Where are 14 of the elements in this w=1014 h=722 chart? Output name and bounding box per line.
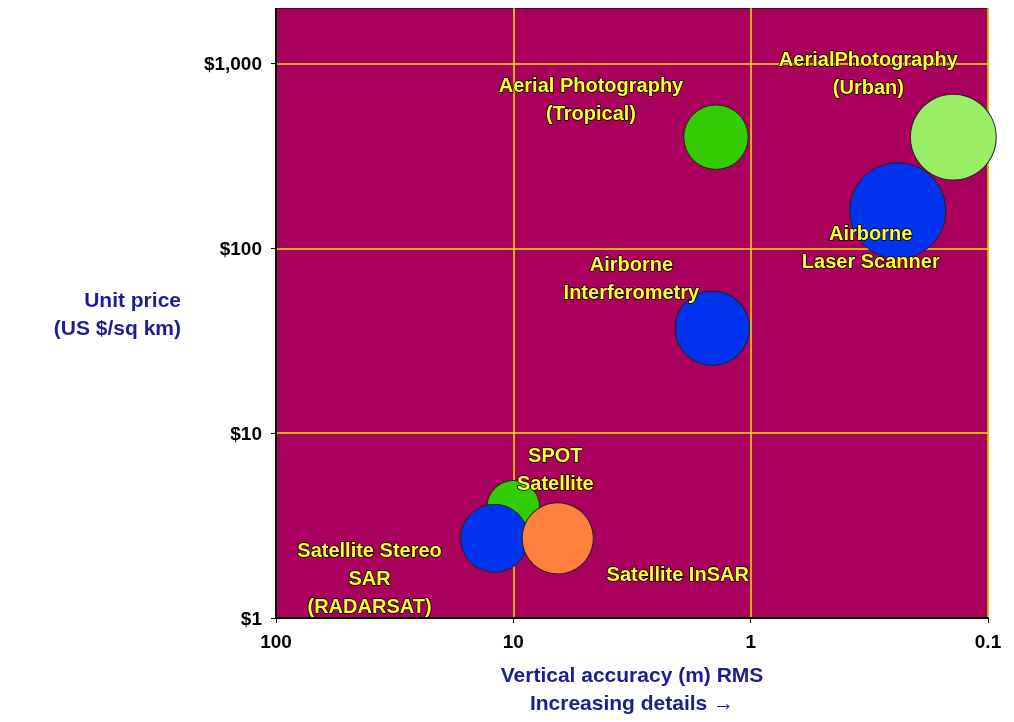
y-tick-label: $100	[219, 237, 262, 259]
y-tick-label: $1	[240, 607, 263, 629]
series-label: Satellite InSAR	[606, 563, 750, 586]
x-tick-label: 100	[260, 631, 292, 652]
x-tick-label: 10	[502, 631, 524, 652]
y-tick-label: $1,000	[203, 53, 262, 75]
x-tick-label: 0.1	[974, 631, 1002, 652]
x-tick-label: 1	[745, 631, 757, 652]
y-axis-title: Unit price (US $/sq km)	[53, 287, 181, 339]
series-label: Satellite Stereo SAR (RADARSAT)	[297, 539, 442, 618]
y-tick-label: $10	[230, 422, 262, 444]
x-axis-title: Vertical accuracy (m) RMS Increasing details →	[500, 662, 764, 714]
series-label: Airborne Interferometry	[563, 253, 701, 304]
series-label: SPOT Satellite	[516, 443, 594, 494]
